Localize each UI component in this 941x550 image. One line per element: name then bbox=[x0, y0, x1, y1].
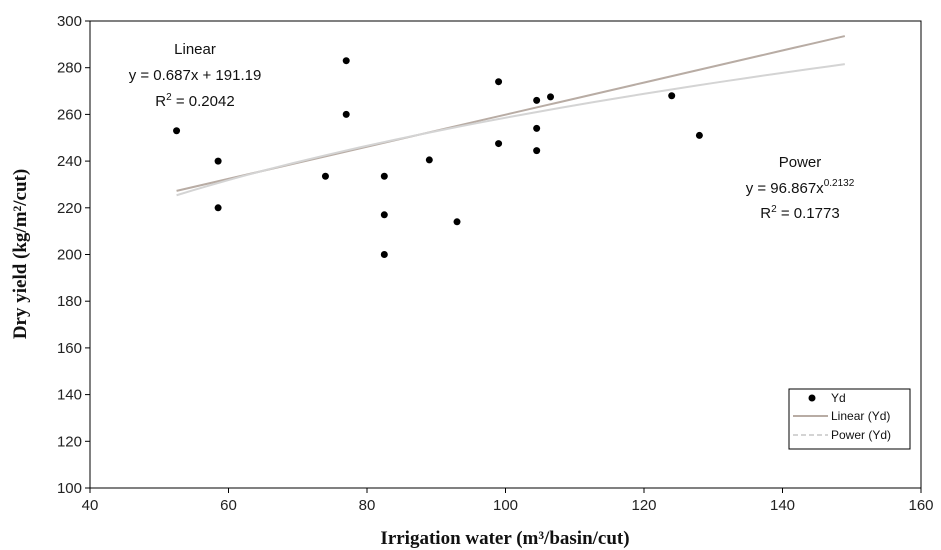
data-point bbox=[380, 172, 388, 180]
power-annotation-equation: y = 96.867x0.2132 bbox=[746, 178, 855, 197]
legend: Yd Linear (Yd) Power (Yd) bbox=[788, 388, 911, 450]
y-axis-title-text: Dry yield (kg/m²/cut) bbox=[10, 169, 31, 339]
y-tick-label: 140 bbox=[57, 387, 82, 404]
y-tick-label: 200 bbox=[57, 247, 82, 264]
data-point bbox=[214, 204, 222, 212]
x-tick-label: 80 bbox=[359, 497, 376, 514]
x-axis-ticks: 40 60 80 100 120 140 160 bbox=[82, 488, 934, 514]
data-point bbox=[425, 156, 433, 164]
power-annotation-title: Power bbox=[779, 154, 822, 171]
x-axis-title: Irrigation water (m³/basin/cut) bbox=[380, 528, 629, 549]
linear-annotation-r2: R2 = 0.2042 bbox=[155, 92, 234, 110]
linear-annotation-equation: y = 0.687x + 191.19 bbox=[129, 67, 262, 84]
data-point bbox=[342, 57, 350, 65]
legend-item-linear: Linear (Yd) bbox=[793, 409, 890, 423]
trendlines bbox=[176, 35, 846, 197]
legend-item-power: Power (Yd) bbox=[793, 428, 891, 442]
power-annotation-r2: R2 = 0.1773 bbox=[760, 204, 839, 222]
y-tick-label: 300 bbox=[57, 13, 82, 30]
legend-label-power: Power (Yd) bbox=[831, 428, 891, 442]
y-axis-title: Dry yield (kg/m²/cut) bbox=[10, 169, 31, 339]
x-tick-label: 60 bbox=[220, 497, 237, 514]
power-equation-prefix: y = 96.867x bbox=[746, 180, 824, 197]
power-r2-value: = 0.1773 bbox=[777, 205, 840, 222]
legend-label-linear: Linear (Yd) bbox=[831, 409, 890, 423]
y-tick-label: 260 bbox=[57, 106, 82, 123]
data-point bbox=[453, 218, 461, 226]
data-point bbox=[321, 172, 329, 180]
y-tick-label: 180 bbox=[57, 293, 82, 310]
x-tick-label: 100 bbox=[493, 497, 518, 514]
y-tick-label: 120 bbox=[57, 433, 82, 450]
x-tick-label: 160 bbox=[908, 497, 933, 514]
data-point bbox=[668, 92, 676, 100]
y-tick-label: 100 bbox=[57, 480, 82, 497]
linear-r2-value: = 0.2042 bbox=[172, 93, 235, 110]
data-point bbox=[214, 157, 222, 165]
y-tick-label: 160 bbox=[57, 340, 82, 357]
y-tick-label: 280 bbox=[57, 60, 82, 77]
x-tick-label: 140 bbox=[770, 497, 795, 514]
data-point bbox=[173, 127, 181, 135]
y-tick-label: 240 bbox=[57, 153, 82, 170]
data-point bbox=[342, 110, 350, 118]
data-point bbox=[695, 131, 703, 139]
power-r2-sup: 2 bbox=[771, 204, 777, 215]
x-axis-title-text: Irrigation water (m³/basin/cut) bbox=[380, 528, 629, 549]
data-point bbox=[495, 140, 503, 148]
data-point bbox=[495, 78, 503, 86]
linear-annotation-title: Linear bbox=[174, 41, 216, 58]
data-point bbox=[380, 211, 388, 219]
data-point bbox=[533, 124, 541, 132]
data-points bbox=[173, 57, 703, 258]
linear-r2-sup: 2 bbox=[166, 92, 172, 103]
x-tick-label: 40 bbox=[82, 497, 99, 514]
legend-marker-yd bbox=[808, 394, 816, 402]
linear-r2-label: R bbox=[155, 93, 166, 110]
x-tick-label: 120 bbox=[631, 497, 656, 514]
data-point bbox=[533, 96, 541, 104]
data-point bbox=[533, 147, 541, 155]
data-point bbox=[380, 251, 388, 258]
plot-area bbox=[89, 20, 922, 489]
y-axis-ticks: 100 120 140 160 180 200 220 240 260 280 300 bbox=[57, 13, 90, 497]
data-point bbox=[547, 93, 555, 101]
power-equation-sup: 0.2132 bbox=[824, 178, 855, 189]
legend-label-yd: Yd bbox=[831, 391, 846, 405]
power-trendline bbox=[176, 63, 845, 197]
power-r2-label: R bbox=[760, 205, 771, 222]
y-tick-label: 220 bbox=[57, 200, 82, 217]
legend-item-yd: Yd bbox=[808, 391, 846, 405]
